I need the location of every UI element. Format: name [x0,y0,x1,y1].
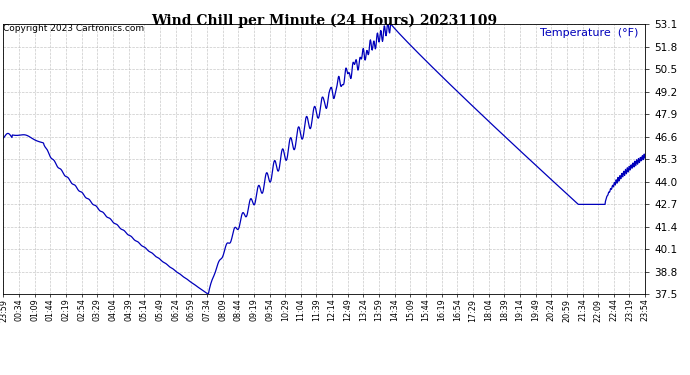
Text: Wind Chill per Minute (24 Hours) 20231109: Wind Chill per Minute (24 Hours) 2023110… [151,13,497,27]
Text: Temperature  (°F): Temperature (°F) [540,28,639,38]
Text: Copyright 2023 Cartronics.com: Copyright 2023 Cartronics.com [3,24,145,33]
